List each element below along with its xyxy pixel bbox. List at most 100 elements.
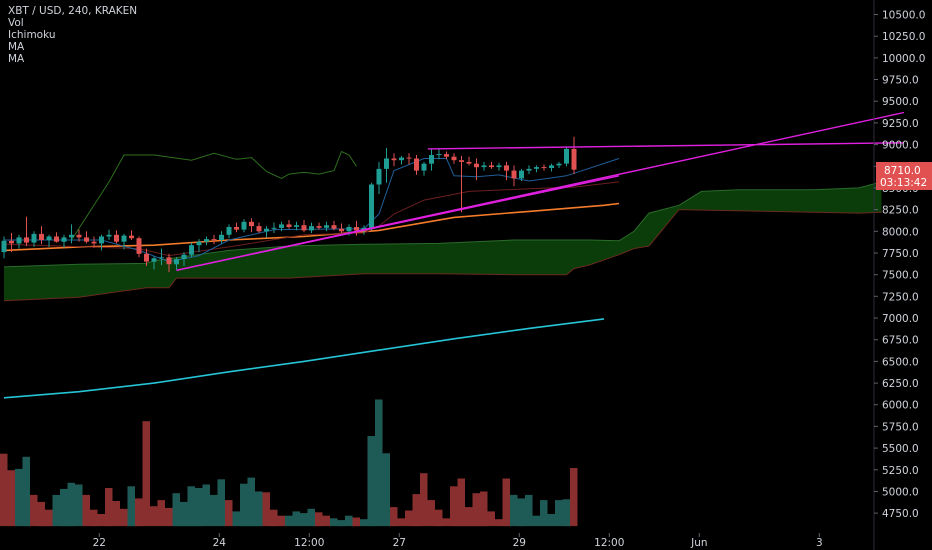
candle-body [451,156,457,161]
volume-bar [277,515,285,527]
candle [91,236,97,248]
volume-bar [30,494,38,527]
candle [541,164,547,171]
volume-bar [525,494,533,527]
candle [39,226,44,245]
candle [61,234,67,248]
volume-bar [97,514,105,527]
last-price-value: 8710.0 [884,165,921,177]
trend-line[interactable] [176,111,905,271]
volume-bar [165,507,173,527]
candle [504,161,509,181]
candle-body [294,225,299,227]
candle-body [226,227,232,235]
volume-bar [330,518,338,527]
candle [256,222,262,233]
candle-body [84,237,89,242]
candle [129,230,134,240]
volume-bar [187,486,195,527]
candle [571,136,577,175]
candle-body [481,165,487,168]
volume-bar [37,501,45,527]
volume-bar [540,500,548,527]
candle-body [54,236,59,242]
volume-bar [435,509,443,527]
price-axis[interactable]: 10500.0 10250.0 10000.0 9750.0 9500.0 9250.0 9… [874,10,925,521]
candle-body [136,238,142,254]
volume-bar [255,491,263,527]
candle [166,253,172,273]
candle-body [376,168,382,185]
price-tick-label: 5500.0 [882,443,919,455]
last-price-badge: 8710.0 03:13:42 [876,162,932,190]
price-tick-label: 7500.0 [882,270,919,282]
leading-span-b [3,209,882,302]
candles [1,136,577,273]
candle [189,242,194,258]
volume-bar [202,484,210,527]
candle [444,151,449,160]
trend-lines[interactable] [176,111,905,271]
candle-body [466,161,472,164]
candle [309,222,314,233]
candle-body [354,227,359,231]
candle-body [346,227,352,232]
candle [54,232,59,243]
price-tick-label: 6750.0 [882,335,919,347]
candle [151,256,157,270]
legend-ma-2[interactable]: MA [8,53,25,65]
candle [481,161,487,171]
volume-bar [225,500,233,527]
symbol-title[interactable]: XBT / USD, 240, KRAKEN [8,5,138,17]
candle-body [526,168,532,171]
volume-bar [262,492,270,527]
price-tick-label: 6000.0 [882,400,919,412]
candle [241,219,247,233]
candle-body [324,225,329,228]
volume-bars [0,399,578,527]
candle-body [489,165,494,168]
volume-bar [7,470,15,527]
candle [46,234,52,247]
time-tick-label: 29 [513,537,526,549]
price-tick-label: 7000.0 [882,313,919,325]
candle [429,148,434,171]
volume-bar [502,478,510,527]
candle-body [181,254,187,259]
candle-body [24,237,29,243]
candle-body [99,236,104,244]
candle [564,147,569,167]
candle-body [549,165,554,168]
legend-vol[interactable]: Vol [8,17,24,29]
volume-bar [300,513,308,527]
candle-body [534,167,539,169]
candle [114,230,119,244]
candle-body [309,226,314,231]
candle [144,248,149,266]
legend-ma-1[interactable]: MA [8,41,25,53]
volume-bar [345,515,353,527]
candle-body [496,165,502,168]
volume-bar [457,478,465,527]
candle-body [459,160,464,162]
volume-bar [180,501,188,527]
candle-body [144,253,149,262]
volume-bar [397,518,405,527]
candle-body [271,227,277,229]
trend-line[interactable] [427,142,905,150]
candle-body [414,158,419,171]
legend-ichimoku[interactable]: Ichimoku [8,29,56,41]
candle [369,182,374,231]
candle-body [121,235,127,242]
time-axis[interactable]: 22 24 12:00 27 29 12:00 Jun 3 [93,533,823,549]
time-tick-label: 24 [213,537,227,549]
volume-bar [150,506,158,527]
price-tick-label: 5250.0 [882,465,919,477]
candle-body [406,157,412,159]
candle-body [219,234,224,240]
volume-bar [390,507,398,527]
volume-bar [472,493,480,527]
volume-bar [562,499,570,527]
candle-body [444,154,449,157]
